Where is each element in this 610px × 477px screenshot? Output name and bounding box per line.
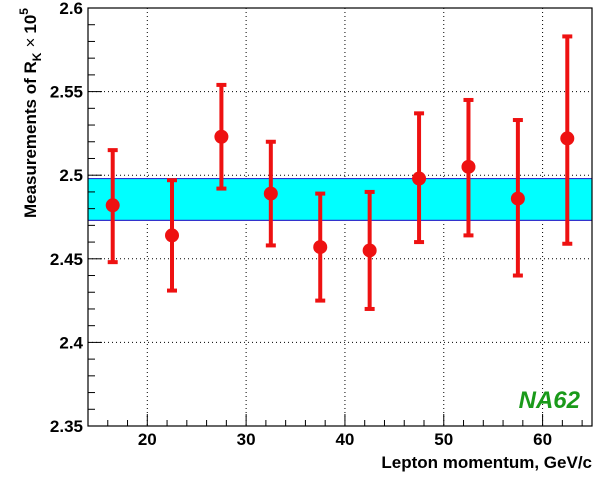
y-axis-title: Measurements of RK × 105 xyxy=(17,8,44,218)
y-tick-label: 2.5 xyxy=(59,166,83,185)
data-point-group xyxy=(510,118,525,278)
data-point-marker xyxy=(165,228,179,243)
data-point-marker xyxy=(510,191,525,206)
y-axis-title-subscript: K xyxy=(30,52,44,61)
data-point-group xyxy=(214,82,229,191)
x-tick-label: 60 xyxy=(533,430,552,449)
data-point-marker xyxy=(461,159,476,174)
x-tick-label: 20 xyxy=(138,430,157,449)
data-point-marker xyxy=(412,171,427,186)
x-tick-labels: 20 30 40 50 60 xyxy=(138,430,552,449)
data-point-group xyxy=(105,148,120,265)
data-point-marker xyxy=(214,129,229,144)
data-points xyxy=(105,34,575,311)
y-tick-label: 2.45 xyxy=(50,250,83,269)
y-tick-label: 2.35 xyxy=(50,417,83,436)
y-axis-title-base: 10 xyxy=(21,15,40,34)
y-axis-title-times: × xyxy=(21,38,40,48)
y-tick-labels: 2.35 2.4 2.45 2.5 2.55 2.6 xyxy=(50,0,84,436)
data-point-group xyxy=(263,139,278,248)
data-point-group xyxy=(461,97,476,238)
grid-lines xyxy=(88,8,592,426)
data-point-marker xyxy=(263,186,278,201)
data-point-group xyxy=(412,111,427,245)
y-axis-title-prefix: Measurements of R xyxy=(21,61,40,218)
data-point-group xyxy=(560,34,575,246)
x-tick-label: 40 xyxy=(335,430,354,449)
x-tick-label: 50 xyxy=(434,430,453,449)
x-tick-label: 30 xyxy=(237,430,256,449)
na62-watermark: NA62 xyxy=(519,387,581,414)
y-tick-label: 2.4 xyxy=(59,333,83,352)
data-point-group xyxy=(313,191,328,303)
x-axis-title: Lepton momentum, GeV/c xyxy=(381,453,592,472)
y-axis-title-exponent: 5 xyxy=(17,8,31,15)
data-point-marker xyxy=(313,240,328,255)
data-point-group xyxy=(362,189,377,311)
data-point-marker xyxy=(560,131,575,146)
plot-frame xyxy=(87,7,593,427)
y-tick-label: 2.6 xyxy=(59,0,83,18)
data-point-marker xyxy=(362,243,377,258)
y-tick-label: 2.55 xyxy=(50,83,83,102)
data-point-group xyxy=(165,178,179,293)
data-point-marker xyxy=(105,198,120,213)
